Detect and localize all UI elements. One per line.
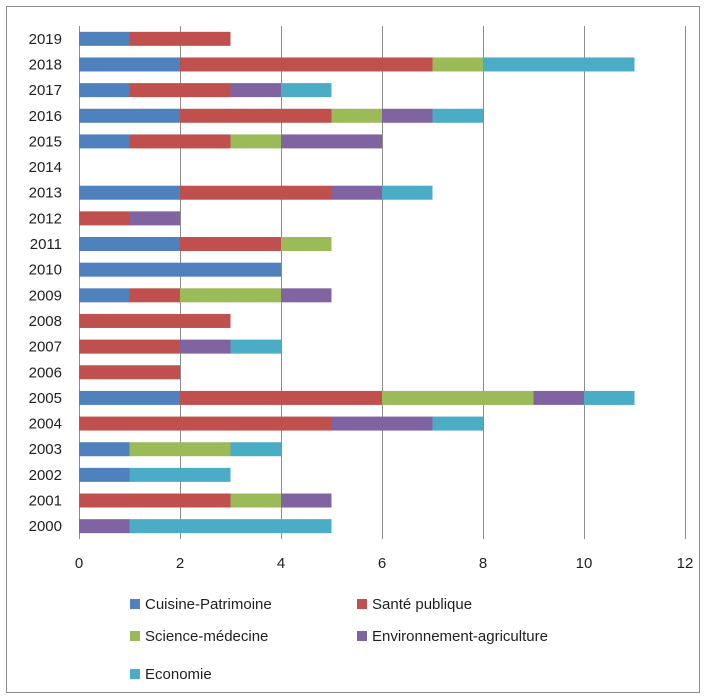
- bar-2003-cuisine-patrimoine: [79, 442, 130, 457]
- bar-2012-environnement-agriculture: [129, 211, 180, 226]
- bar-2011-sante-publique: [180, 237, 281, 252]
- y-tick-label-2008: 2008: [29, 313, 62, 330]
- legend-label-cuisine-patrimoine: Cuisine-Patrimoine: [145, 596, 272, 613]
- bar-2018-sante-publique: [180, 57, 433, 72]
- y-tick-label-2014: 2014: [29, 159, 62, 176]
- bar-2001-science-medecine: [230, 493, 281, 508]
- x-tick-label-8: 8: [479, 555, 487, 572]
- x-tick-label-6: 6: [378, 555, 386, 572]
- x-tick-label-2: 2: [176, 555, 184, 572]
- x-tick-label-10: 10: [576, 555, 593, 572]
- legend: Cuisine-Patrimoine Santé publique Science-…: [130, 596, 548, 683]
- bar-2017-economie: [281, 83, 332, 98]
- bar-2017-environnement-agriculture: [230, 83, 281, 98]
- bar-2007-environnement-agriculture: [180, 339, 231, 354]
- y-tick-label-2002: 2002: [29, 467, 62, 484]
- bar-2019-cuisine-patrimoine: [79, 31, 130, 46]
- bar-2005-science-medecine: [382, 390, 534, 405]
- bar-2004-environnement-agriculture: [331, 416, 433, 431]
- y-tick-label-2006: 2006: [29, 364, 62, 381]
- bar-2000-environnement-agriculture: [79, 519, 130, 534]
- legend-label-environnement-agriculture: Environnement-agriculture: [372, 628, 548, 645]
- y-tick-label-2018: 2018: [29, 56, 62, 73]
- y-tick-label-2019: 2019: [29, 31, 62, 48]
- bar-2017-cuisine-patrimoine: [79, 83, 130, 98]
- gridlines: [180, 26, 686, 539]
- bar-2004-economie: [432, 416, 483, 431]
- bar-2011-science-medecine: [281, 237, 332, 252]
- bar-2000-economie: [129, 519, 332, 534]
- bar-2004-sante-publique: [79, 416, 332, 431]
- y-tick-label-2017: 2017: [29, 82, 62, 99]
- bar-2018-science-medecine: [432, 57, 483, 72]
- bar-2009-cuisine-patrimoine: [79, 288, 130, 303]
- bar-2017-sante-publique: [129, 83, 231, 98]
- bar-2007-economie: [230, 339, 281, 354]
- y-tick-label-2003: 2003: [29, 441, 62, 458]
- bar-2016-sante-publique: [180, 108, 332, 123]
- bar-2003-science-medecine: [129, 442, 231, 457]
- legend-swatch-sante-publique: [357, 599, 367, 609]
- bar-2013-cuisine-patrimoine: [79, 185, 180, 200]
- bar-2015-science-medecine: [230, 134, 281, 149]
- bar-2018-cuisine-patrimoine: [79, 57, 180, 72]
- bar-2002-cuisine-patrimoine: [79, 467, 130, 482]
- bar-2005-economie: [584, 390, 635, 405]
- bar-2012-sante-publique: [79, 211, 130, 226]
- bar-2013-environnement-agriculture: [331, 185, 382, 200]
- legend-label-sante-publique: Santé publique: [372, 596, 472, 613]
- bar-2016-environnement-agriculture: [382, 108, 433, 123]
- bar-2009-environnement-agriculture: [281, 288, 332, 303]
- y-tick-label-2009: 2009: [29, 287, 62, 304]
- x-tick-label-4: 4: [277, 555, 285, 572]
- bar-2002-economie: [129, 467, 231, 482]
- bars: [79, 31, 635, 534]
- bar-2009-science-medecine: [180, 288, 281, 303]
- bar-2001-environnement-agriculture: [281, 493, 332, 508]
- y-tick-label-2010: 2010: [29, 262, 62, 279]
- y-tick-label-2000: 2000: [29, 518, 62, 535]
- y-tick-label-2005: 2005: [29, 390, 62, 407]
- x-tick-label-12: 12: [677, 555, 694, 572]
- legend-swatch-cuisine-patrimoine: [130, 599, 140, 609]
- bar-2003-economie: [230, 442, 281, 457]
- bar-2006-sante-publique: [79, 365, 180, 380]
- bar-2005-sante-publique: [180, 390, 382, 405]
- bar-2011-cuisine-patrimoine: [79, 237, 180, 252]
- y-tick-label-2015: 2015: [29, 133, 62, 150]
- legend-label-science-medecine: Science-médecine: [145, 628, 268, 645]
- bar-2013-sante-publique: [180, 185, 332, 200]
- y-tick-label-2013: 2013: [29, 185, 62, 202]
- y-tick-label-2001: 2001: [29, 493, 62, 510]
- bar-2018-economie: [483, 57, 635, 72]
- y-tick-label-2012: 2012: [29, 210, 62, 227]
- legend-swatch-economie: [130, 669, 140, 679]
- bar-2015-cuisine-patrimoine: [79, 134, 130, 149]
- bar-2009-sante-publique: [129, 288, 180, 303]
- bar-2005-cuisine-patrimoine: [79, 390, 180, 405]
- y-tick-label-2016: 2016: [29, 108, 62, 125]
- legend-swatch-science-medecine: [130, 631, 140, 641]
- bar-2016-science-medecine: [331, 108, 382, 123]
- y-tick-labels: 2019 2018 2017 2016 2015 2014 2013 2012 2011 2010…: [29, 31, 62, 535]
- bar-2001-sante-publique: [79, 493, 231, 508]
- x-tick-labels: 0 2 4 6 8 10 12: [75, 555, 694, 572]
- bar-2010-cuisine-patrimoine: [79, 262, 281, 277]
- y-tick-label-2004: 2004: [29, 416, 62, 433]
- bar-2015-sante-publique: [129, 134, 231, 149]
- bar-2019-sante-publique: [129, 31, 231, 46]
- legend-swatch-environnement-agriculture: [357, 631, 367, 641]
- bar-2013-economie: [382, 185, 433, 200]
- bar-2015-environnement-agriculture: [281, 134, 382, 149]
- y-tick-label-2011: 2011: [30, 236, 62, 253]
- bar-2016-economie: [432, 108, 483, 123]
- bar-2007-sante-publique: [79, 339, 180, 354]
- bar-2005-environnement-agriculture: [533, 390, 584, 405]
- bar-2016-cuisine-patrimoine: [79, 108, 180, 123]
- x-tick-label-0: 0: [75, 555, 83, 572]
- y-tick-label-2007: 2007: [29, 339, 62, 356]
- bar-2008-sante-publique: [79, 313, 231, 328]
- legend-label-economie: Economie: [145, 666, 212, 683]
